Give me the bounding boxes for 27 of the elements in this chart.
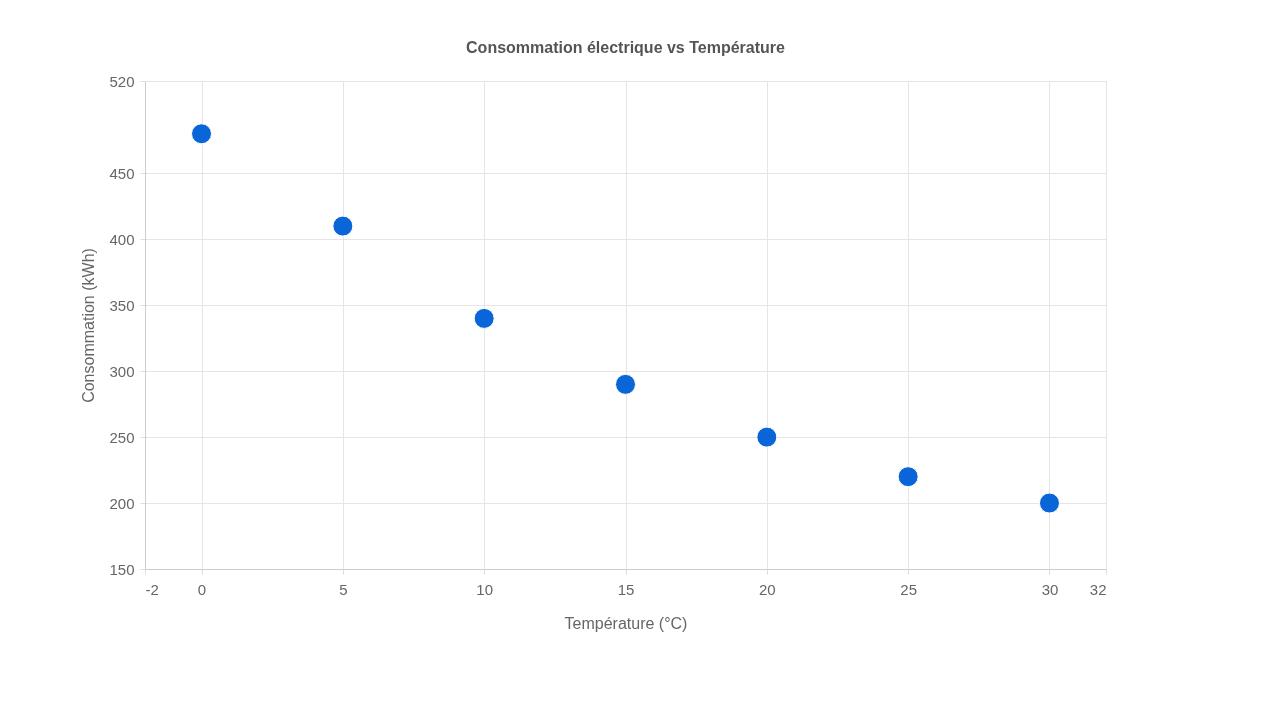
y-tick-label: 350	[109, 296, 135, 314]
y-tick-label: 200	[109, 494, 135, 512]
x-tick-label: 15	[617, 580, 635, 598]
x-tick-label: 30	[1041, 580, 1059, 598]
y-axis-title: Consommation (kWh)	[80, 248, 98, 403]
y-tick-label: 450	[109, 164, 135, 182]
y-tick-label: 150	[109, 560, 135, 578]
y-tick-label: 400	[109, 230, 135, 248]
x-axis-title: Température (°C)	[564, 614, 688, 632]
x-tick-label: -2	[145, 580, 159, 598]
x-tick-label: 20	[758, 580, 776, 598]
point	[615, 373, 636, 395]
y-tick-label: 300	[109, 362, 135, 380]
x-tick-label: 0	[197, 580, 207, 598]
x-tick-label: 32	[1089, 580, 1107, 598]
chart-title: Consommation électrique vs Température	[466, 39, 786, 56]
x-tick-label: 10	[476, 580, 494, 598]
x-tick-label: 25	[900, 580, 917, 598]
x-tick-label: 5	[339, 580, 348, 598]
point	[897, 466, 919, 488]
point	[756, 426, 778, 448]
point	[473, 307, 495, 329]
point	[1038, 492, 1060, 514]
y-tick-label: 250	[109, 428, 135, 446]
y-tick-label: 520	[109, 72, 135, 90]
point	[332, 215, 354, 237]
point	[191, 123, 213, 145]
